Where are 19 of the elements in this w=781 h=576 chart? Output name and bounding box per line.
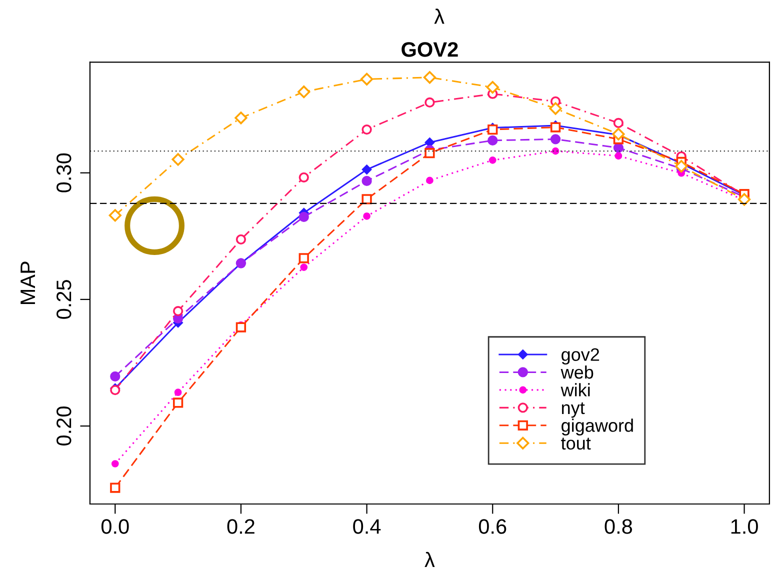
y-tick-label: 0.20 [56, 406, 72, 446]
y-tick-label: 0.30 [56, 153, 72, 192]
legend-label: tout [561, 438, 591, 450]
x-tick-label: 0.6 [478, 519, 506, 534]
legend-label: nyt [562, 402, 585, 418]
x-tick-label: 0.2 [227, 519, 254, 534]
legend-label: wiki [560, 383, 590, 396]
x-tick-label: 0.0 [101, 519, 129, 534]
x-tick-label: 0.8 [604, 519, 632, 534]
x-tick-label: 0.4 [353, 519, 381, 534]
chart-title: GOV2 [402, 42, 458, 57]
text: λ [434, 8, 444, 24]
y-tick-label: 0.25 [56, 280, 72, 319]
x-axis-title: λ [424, 552, 435, 567]
y-axis-title: MAP [20, 262, 35, 304]
x-tick-label: 1.0 [731, 519, 758, 534]
legend-label: web [560, 365, 594, 379]
legend-label: gigaword [562, 418, 633, 436]
legend-label: gov2 [562, 348, 600, 365]
